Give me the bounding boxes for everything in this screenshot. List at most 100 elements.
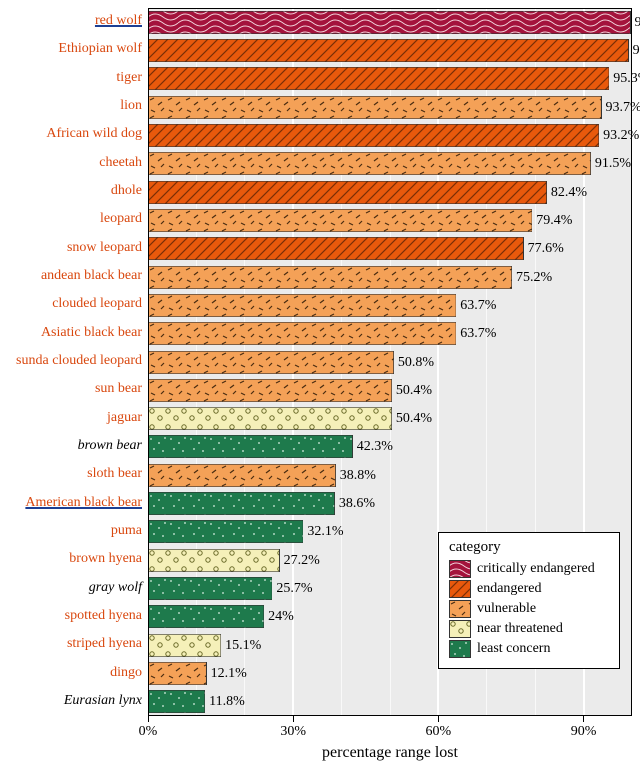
bar-value-label: 91.5%: [595, 152, 631, 175]
bar-value-label: 38.8%: [340, 464, 376, 487]
y-axis-label: spotted hyena: [65, 609, 142, 623]
x-tick: [583, 716, 584, 722]
y-axis-label: Ethiopian wolf: [58, 42, 142, 56]
y-axis-label: leopard: [100, 212, 142, 226]
bar: [148, 181, 547, 204]
bar: [148, 67, 609, 90]
bar: [148, 577, 272, 600]
legend-label: critically endangered: [477, 561, 595, 577]
y-axis-label: sunda clouded leopard: [16, 354, 142, 368]
bar-value-label: 42.3%: [357, 435, 393, 458]
legend-swatch: [449, 600, 471, 618]
bar-value-label: 82.4%: [551, 181, 587, 204]
bar: [148, 464, 336, 487]
bar-value-label: 50.8%: [398, 351, 434, 374]
bar-value-label: 25.7%: [276, 577, 312, 600]
bar: [148, 690, 205, 713]
legend-label: near threatened: [477, 621, 563, 637]
legend-swatch: [449, 560, 471, 578]
y-axis-label: jaguar: [107, 411, 142, 425]
bar-value-label: 27.2%: [284, 549, 320, 572]
y-axis-label: striped hyena: [67, 637, 142, 651]
y-axis-label: dhole: [111, 184, 142, 198]
bar: [148, 662, 207, 685]
bar-value-label: 93.2%: [603, 124, 639, 147]
bar: [148, 379, 392, 402]
bar-value-label: 75.2%: [516, 266, 552, 289]
bar: [148, 152, 591, 175]
legend-label: endangered: [477, 581, 542, 597]
y-axis-label: gray wolf: [89, 581, 142, 595]
bar-value-label: 50.4%: [396, 379, 432, 402]
bar: [148, 322, 456, 345]
y-axis-label: puma: [111, 524, 142, 538]
y-axis-label: tiger: [116, 71, 142, 85]
y-axis-label: sun bear: [95, 382, 142, 396]
y-axis-label: Asiatic black bear: [41, 326, 142, 340]
y-axis-label: cheetah: [99, 156, 142, 170]
bar: [148, 11, 631, 34]
legend-swatch: [449, 640, 471, 658]
range-lost-chart: 99.7% 99.3% 95.3% 93.7% 93.2% 91.5% 82.4% 79.4%…: [0, 0, 640, 759]
bar-value-label: 99.7%: [635, 11, 640, 34]
y-axis-label: Eurasian lynx: [64, 694, 142, 708]
x-tick: [293, 716, 294, 722]
bar: [148, 549, 280, 572]
bar: [148, 124, 599, 147]
y-axis-label: andean black bear: [41, 269, 142, 283]
bar-value-label: 24%: [268, 605, 294, 628]
legend-row: critically endangered: [449, 560, 609, 578]
legend-swatch: [449, 580, 471, 598]
legend-row: near threatened: [449, 620, 609, 638]
bar-value-label: 32.1%: [307, 520, 343, 543]
x-tick-label: 60%: [418, 724, 458, 740]
bar: [148, 266, 512, 289]
y-axis-label: clouded leopard: [52, 297, 142, 311]
bar: [148, 96, 602, 119]
bar: [148, 634, 221, 657]
y-axis-label: dingo: [110, 666, 142, 680]
legend-swatch: [449, 620, 471, 638]
bar: [148, 294, 456, 317]
y-axis-label: African wild dog: [46, 127, 142, 141]
bar: [148, 209, 532, 232]
y-axis-label: red wolf: [95, 14, 142, 28]
x-tick-label: 0%: [128, 724, 168, 740]
bar: [148, 39, 629, 62]
x-tick: [148, 716, 149, 722]
bar-value-label: 50.4%: [396, 407, 432, 430]
bar: [148, 435, 353, 458]
legend-row: vulnerable: [449, 600, 609, 618]
bar-value-label: 15.1%: [225, 634, 261, 657]
bar-value-label: 95.3%: [613, 67, 640, 90]
x-tick-label: 30%: [273, 724, 313, 740]
bar-value-label: 63.7%: [460, 322, 496, 345]
bar-value-label: 79.4%: [536, 209, 572, 232]
y-axis-label: American black bear: [25, 496, 142, 510]
x-axis-title: percentage range lost: [148, 744, 632, 762]
bar: [148, 520, 303, 543]
legend-row: least concern: [449, 640, 609, 658]
bar-value-label: 77.6%: [528, 237, 564, 260]
x-tick-label: 90%: [564, 724, 604, 740]
legend-label: least concern: [477, 641, 550, 657]
bar: [148, 351, 394, 374]
category-legend: category critically endangeredendangered…: [438, 532, 620, 669]
y-axis-label: brown hyena: [69, 552, 142, 566]
y-axis-label: brown bear: [78, 439, 142, 453]
bar: [148, 407, 392, 430]
bar: [148, 237, 524, 260]
bar: [148, 605, 264, 628]
bar-value-label: 93.7%: [606, 96, 640, 119]
bar-value-label: 12.1%: [211, 662, 247, 685]
legend-row: endangered: [449, 580, 609, 598]
bar-value-label: 63.7%: [460, 294, 496, 317]
bar-value-label: 11.8%: [209, 690, 245, 713]
y-axis-label: sloth bear: [87, 467, 142, 481]
x-tick: [438, 716, 439, 722]
legend-label: vulnerable: [477, 601, 536, 617]
bar-value-label: 38.6%: [339, 492, 375, 515]
y-axis-label: lion: [120, 99, 142, 113]
bar-value-label: 99.3%: [633, 39, 640, 62]
y-axis-label: snow leopard: [67, 241, 142, 255]
